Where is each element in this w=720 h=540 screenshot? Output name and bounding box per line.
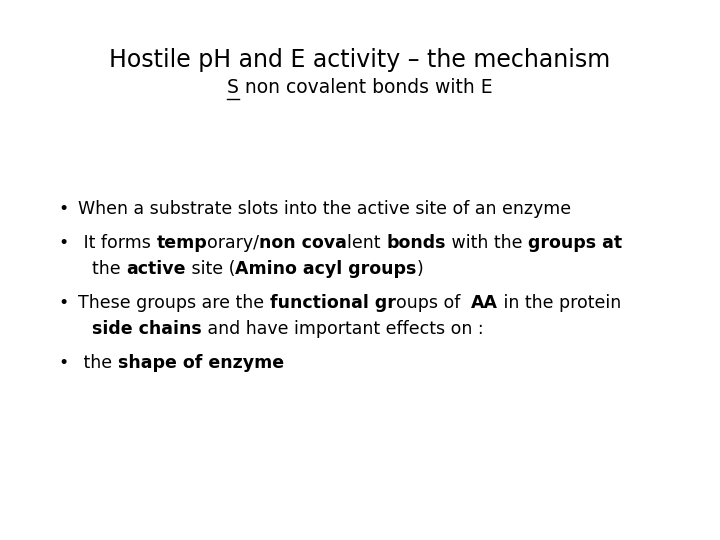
Text: side chains: side chains [92,320,202,338]
Text: temp: temp [156,234,207,252]
Text: functional gr: functional gr [269,294,395,312]
Text: groups at: groups at [528,234,621,252]
Text: •: • [58,234,68,252]
Text: •: • [58,294,68,312]
Text: with the: with the [446,234,528,252]
Text: site (: site ( [186,260,235,278]
Text: and have important effects on :: and have important effects on : [202,320,483,338]
Text: AA: AA [471,294,498,312]
Text: bonds: bonds [386,234,446,252]
Text: the: the [78,354,117,372]
Text: •: • [58,354,68,372]
Text: •: • [58,200,68,218]
Text: oups of: oups of [395,294,471,312]
Text: Hostile pH and E activity – the mechanism: Hostile pH and E activity – the mechanis… [109,48,611,72]
Text: These groups are the: These groups are the [78,294,269,312]
Text: orary/: orary/ [207,234,259,252]
Text: non cova: non cova [259,234,347,252]
Text: It forms: It forms [78,234,156,252]
Text: lent: lent [347,234,386,252]
Text: active: active [126,260,186,278]
Text: S non covalent bonds with E: S non covalent bonds with E [228,78,492,97]
Text: When a substrate slots into the active site of an enzyme: When a substrate slots into the active s… [78,200,571,218]
Text: in the protein: in the protein [498,294,621,312]
Text: Amino acyl groups: Amino acyl groups [235,260,416,278]
Text: shape of enzyme: shape of enzyme [117,354,284,372]
Text: ): ) [416,260,423,278]
Text: the: the [92,260,126,278]
